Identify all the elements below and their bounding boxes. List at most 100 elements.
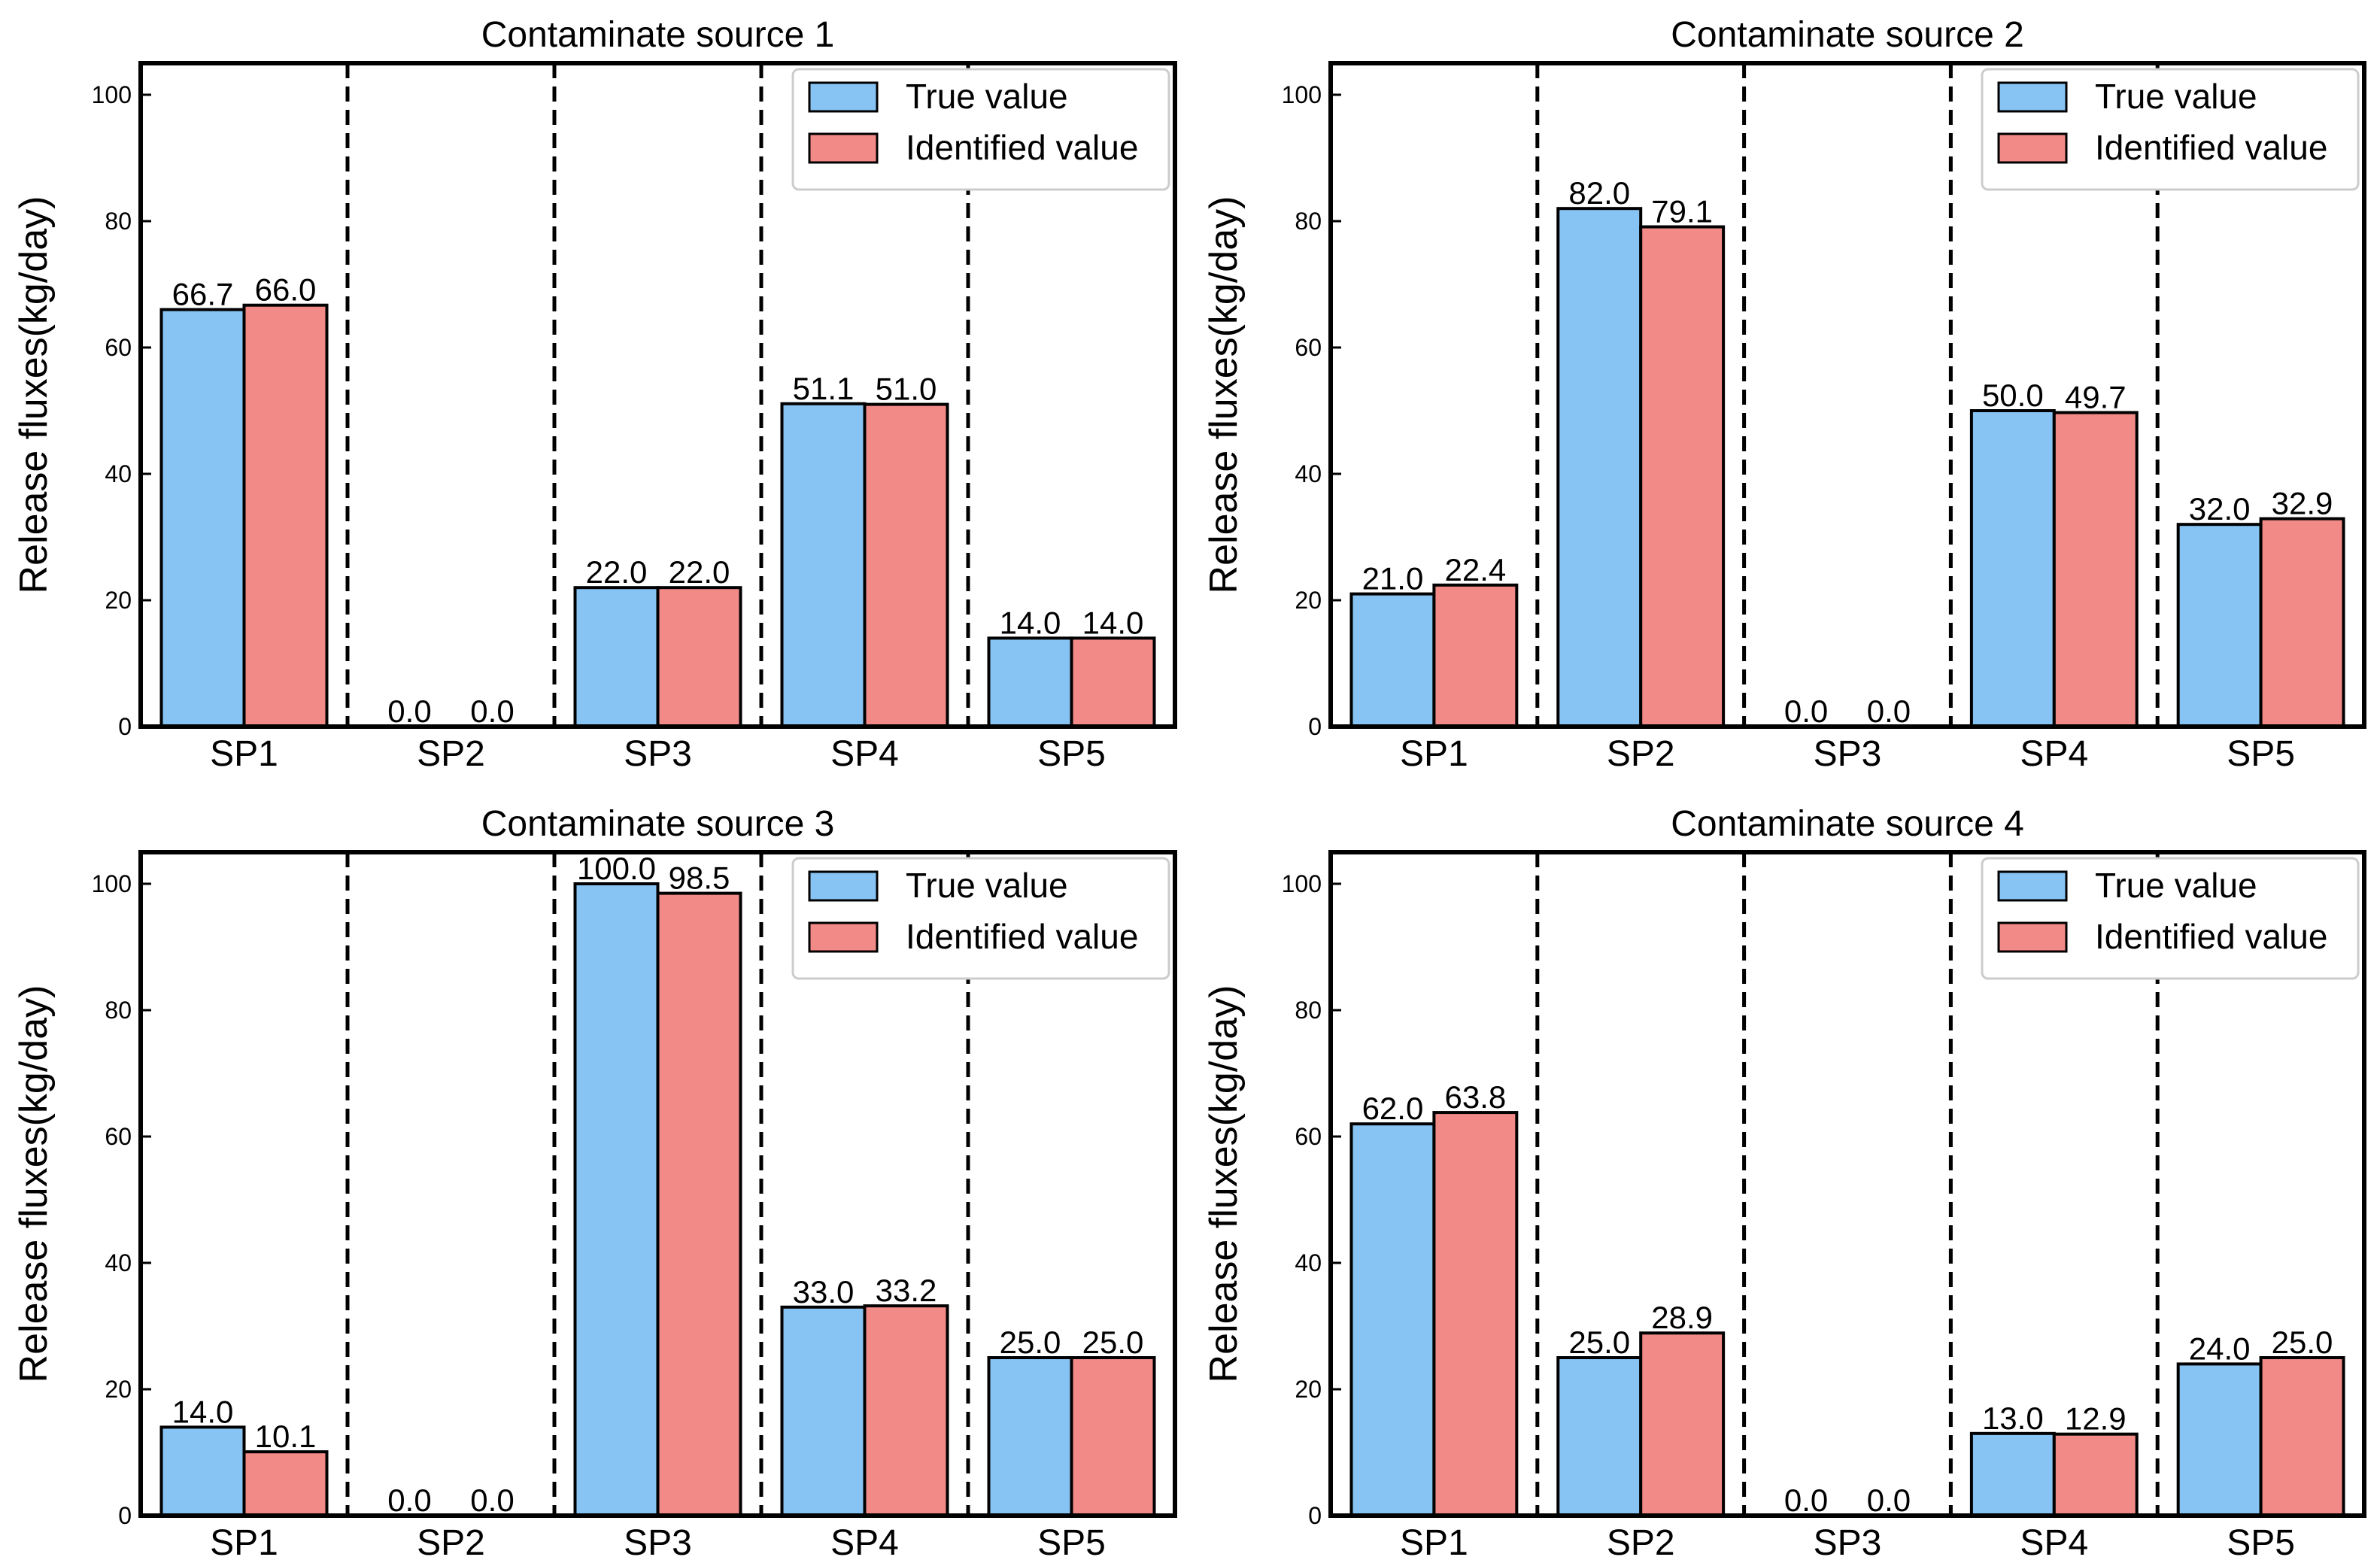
y-tick-label: 80 — [105, 208, 132, 235]
x-tick-label: SP5 — [2227, 734, 2295, 774]
y-axis-label: Release fluxes(kg/day) — [1202, 196, 1246, 594]
bar-true-sp3 — [573, 586, 660, 729]
data-label: 14.0 — [172, 1394, 234, 1429]
legend-swatch — [808, 870, 879, 902]
x-tick-label: SP3 — [624, 734, 692, 774]
data-label: 0.0 — [1867, 1483, 1911, 1518]
bar-true-sp1 — [159, 1425, 246, 1518]
data-label: 25.0 — [1568, 1325, 1630, 1360]
y-tick-label: 0 — [118, 1502, 132, 1529]
x-tick-label: SP5 — [1037, 1523, 1106, 1563]
data-label: 33.0 — [793, 1274, 855, 1310]
axes-frame — [138, 850, 1177, 1518]
data-label: 66.7 — [172, 277, 234, 312]
legend-label: True value — [906, 77, 1068, 116]
x-tick-label: SP1 — [210, 734, 278, 774]
bar-identified-sp4 — [863, 402, 949, 728]
data-label: 25.0 — [1000, 1325, 1061, 1360]
legend-label: Identified value — [906, 128, 1138, 167]
y-tick-label: 80 — [1295, 997, 1322, 1024]
y-tick-label: 60 — [105, 334, 132, 361]
y-tick-label: 100 — [92, 81, 132, 108]
y-tick-label: 100 — [1282, 870, 1322, 897]
data-label: 50.0 — [1982, 378, 2044, 413]
x-tick-label: SP4 — [2020, 1523, 2088, 1563]
legend: True value Identified value — [1981, 68, 2360, 191]
chart-title: Contaminate source 1 — [481, 15, 835, 55]
bar-true-sp3 — [573, 882, 660, 1517]
legend: True value Identified value — [791, 857, 1170, 980]
x-tick-label: SP5 — [2227, 1523, 2295, 1563]
x-tick-label: SP1 — [1400, 734, 1468, 774]
bar-true-sp4 — [780, 402, 867, 728]
legend-label: Identified value — [906, 917, 1138, 956]
x-tick-label: SP3 — [624, 1523, 692, 1563]
y-tick-label: 20 — [105, 1376, 132, 1403]
bar-true-sp1 — [1349, 1122, 1436, 1517]
x-tick-label: SP3 — [1814, 1523, 1882, 1563]
chart-panel-2: Contaminate source 2 Release fluxes(kg/da… — [1202, 15, 2366, 774]
data-label: 22.0 — [586, 554, 648, 590]
data-label: 22.0 — [669, 554, 730, 590]
y-tick-label: 20 — [1295, 587, 1322, 614]
chart-title: Contaminate source 2 — [1671, 15, 2024, 55]
chart-panel-3: Contaminate source 3 Release fluxes(kg/da… — [12, 804, 1177, 1563]
bar-identified-sp5 — [2259, 517, 2345, 728]
legend-label: Identified value — [2095, 128, 2327, 167]
x-tick-label: SP4 — [830, 1523, 899, 1563]
legend-box — [1981, 68, 2360, 191]
data-label: 13.0 — [1982, 1401, 2044, 1436]
chart-title: Contaminate source 4 — [1671, 804, 2024, 844]
x-tick-label: SP1 — [210, 1523, 278, 1563]
x-tick-label: SP2 — [1607, 734, 1675, 774]
y-tick-label: 20 — [105, 587, 132, 614]
legend: True value Identified value — [791, 68, 1170, 191]
legend-box — [791, 68, 1170, 191]
bar-true-sp4 — [780, 1305, 867, 1518]
axes-frame — [1328, 850, 2366, 1518]
y-tick-label: 40 — [1295, 1249, 1322, 1276]
y-axis-label: Release fluxes(kg/day) — [12, 985, 56, 1383]
legend-swatch — [1997, 921, 2068, 953]
x-tick-label: SP5 — [1037, 734, 1106, 774]
data-label: 0.0 — [470, 1483, 514, 1518]
legend: True value Identified value — [1981, 857, 2360, 980]
data-label: 0.0 — [1784, 1483, 1828, 1518]
legend-label: True value — [2095, 77, 2257, 116]
data-label: 14.0 — [1000, 605, 1061, 640]
x-tick-label: SP2 — [417, 734, 485, 774]
bar-identified-sp1 — [242, 1450, 329, 1518]
chart-panel-1: Contaminate source 1 Release fluxes(kg/da… — [12, 15, 1177, 774]
data-label: 82.0 — [1568, 175, 1630, 211]
y-tick-label: 100 — [92, 870, 132, 897]
x-tick-label: SP1 — [1400, 1523, 1468, 1563]
data-label: 62.0 — [1362, 1091, 1424, 1126]
data-label: 24.0 — [2189, 1331, 2251, 1366]
y-tick-label: 0 — [1308, 1502, 1322, 1529]
bar-identified-sp1 — [1432, 1111, 1519, 1517]
data-label: 63.8 — [1444, 1079, 1506, 1115]
y-tick-label: 40 — [105, 1249, 132, 1276]
legend-swatch — [1997, 132, 2068, 164]
y-tick-label: 60 — [1295, 1123, 1322, 1150]
data-label: 0.0 — [1867, 693, 1911, 729]
data-label: 21.0 — [1362, 561, 1424, 596]
bar-true-sp2 — [1556, 1356, 1643, 1517]
x-tick-label: SP2 — [1607, 1523, 1675, 1563]
data-label: 0.0 — [1784, 693, 1828, 729]
data-label: 66.0 — [255, 272, 317, 308]
data-label: 25.0 — [2272, 1325, 2333, 1360]
data-label: 79.1 — [1651, 194, 1713, 229]
data-label: 49.7 — [2065, 380, 2127, 415]
legend-label: Identified value — [2095, 917, 2327, 956]
x-tick-label: SP2 — [417, 1523, 485, 1563]
data-label: 10.1 — [255, 1419, 317, 1454]
data-label: 25.0 — [1082, 1325, 1144, 1360]
y-tick-label: 40 — [105, 460, 132, 487]
bar-true-sp5 — [987, 1356, 1073, 1517]
data-label: 33.2 — [876, 1273, 937, 1308]
legend-swatch — [808, 921, 879, 953]
bar-true-sp4 — [1969, 1431, 2056, 1518]
x-tick-label: SP4 — [2020, 734, 2088, 774]
